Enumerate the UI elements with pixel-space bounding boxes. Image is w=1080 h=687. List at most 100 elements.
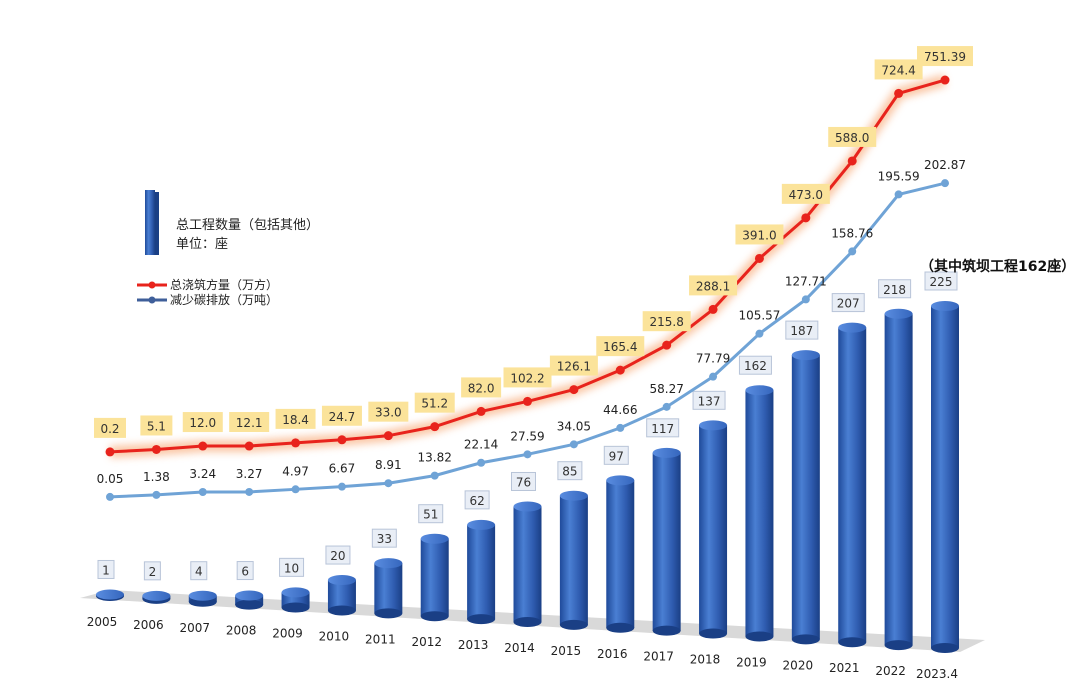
bar-label: 117 [651, 422, 674, 436]
bar-top [281, 587, 310, 598]
legend-bar-name: 总工程数量（包括其他） [176, 218, 320, 233]
red-point [801, 213, 811, 223]
red-label-box [414, 392, 455, 413]
bar-top [745, 385, 774, 396]
blue-point [337, 482, 346, 491]
annotation: （其中筑坝工程162座） [920, 259, 1076, 275]
bar-top [513, 501, 542, 512]
bar-label-box [785, 320, 819, 340]
red-label-box [503, 367, 552, 388]
bar-top [467, 519, 496, 530]
blue-label: 44.66 [603, 403, 637, 417]
red-point [430, 422, 440, 432]
x-tick-label: 2016 [597, 647, 628, 661]
bar-base [838, 637, 867, 648]
bar: 162 [738, 355, 774, 642]
blue-label: 77.79 [696, 352, 730, 366]
bar-label: 62 [469, 494, 484, 508]
red-label-box [596, 336, 645, 357]
x-tick-label: 2009 [272, 627, 303, 641]
bar: 51 [418, 504, 449, 622]
blue-point [106, 492, 114, 501]
red-point [523, 396, 532, 406]
bar-top [327, 575, 356, 586]
red-label: 33.0 [375, 406, 402, 420]
bar-top [606, 475, 635, 486]
red-label: 126.1 [557, 360, 591, 374]
x-tick-label: 2006 [133, 618, 164, 632]
blue-point [801, 295, 810, 304]
bar-label-box [603, 445, 629, 465]
red-label-box [689, 275, 738, 296]
bar-label: 85 [562, 465, 577, 479]
bar-label-box [557, 461, 583, 481]
bar-body [699, 425, 728, 634]
bar: 207 [831, 293, 867, 648]
red-point [337, 435, 347, 445]
red-label-box [735, 224, 784, 245]
red-label: 724.4 [881, 63, 915, 77]
red-label-box [642, 311, 691, 332]
bar-label-box [692, 390, 726, 410]
red-label-box [549, 355, 598, 376]
legend [137, 190, 167, 304]
blue-label: 158.76 [831, 226, 873, 240]
blue-point [755, 329, 764, 338]
bar-body [745, 390, 774, 637]
bar-label-box [464, 490, 490, 510]
blue-label: 202.87 [924, 158, 966, 172]
bar-label: 162 [744, 359, 767, 373]
blue-point [941, 179, 949, 188]
bar: 62 [464, 490, 496, 625]
bar-base [235, 599, 264, 610]
red-label-box [229, 412, 270, 433]
bar-base [931, 643, 959, 653]
bar-base [327, 605, 356, 616]
bar-label: 33 [377, 532, 392, 546]
red-label: 288.1 [696, 279, 730, 293]
bar-base [374, 608, 403, 619]
bar-label: 76 [516, 475, 531, 489]
blue-label: 58.27 [649, 382, 683, 396]
red-label-box [182, 412, 223, 433]
bar-top [188, 590, 217, 601]
blue-point [477, 458, 486, 467]
bar-label-box [279, 557, 305, 577]
red-point [569, 385, 579, 395]
blue-point [198, 487, 207, 496]
bar-body [884, 313, 913, 646]
x-tick-label: 2015 [551, 644, 582, 658]
x-tick-label: 2014 [504, 641, 535, 655]
blue-point [616, 423, 625, 432]
bar-body [838, 327, 867, 643]
red-point [894, 88, 904, 98]
red-label: 5.1 [147, 419, 166, 433]
bar-top [96, 589, 124, 600]
red-label: 751.39 [924, 50, 966, 64]
bar: 1 [96, 559, 124, 601]
bar-body [606, 480, 635, 628]
red-label: 588.0 [835, 131, 869, 145]
bar-label: 1 [102, 563, 110, 577]
bar-label: 97 [609, 449, 624, 463]
red-point [476, 406, 486, 416]
red-label-box [917, 46, 973, 67]
bar: 20 [325, 545, 356, 616]
bar-label: 51 [423, 508, 438, 522]
blue-label: 1.38 [143, 470, 170, 484]
blue-label: 127.71 [785, 274, 827, 288]
blue-point [430, 471, 439, 480]
bar-body [791, 355, 820, 640]
bar-label-box [738, 355, 772, 375]
bar-base [791, 634, 820, 645]
bar-label-box [236, 561, 254, 581]
red-label-box [461, 377, 502, 398]
bar-top [838, 322, 867, 333]
bar-body [327, 580, 356, 611]
red-label-box [828, 126, 877, 147]
bar-body [467, 524, 496, 620]
bar-top [884, 308, 913, 319]
bar-label-box [924, 271, 958, 291]
blue-label: 195.59 [878, 169, 920, 183]
bar-base [559, 619, 588, 630]
